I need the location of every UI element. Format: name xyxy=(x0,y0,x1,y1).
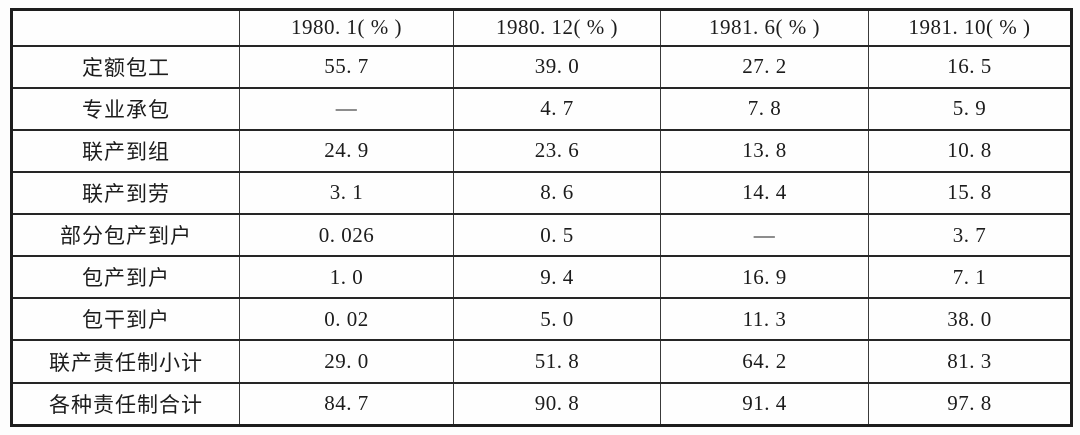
table-cell: 3. 1 xyxy=(239,170,454,216)
row-label: 联产责任制小计 xyxy=(11,339,240,384)
table-cell: 81. 3 xyxy=(868,339,1072,384)
row-label: 专业承包 xyxy=(11,86,240,131)
table-row: 包干到户 0. 02 5. 0 11. 3 38. 0 xyxy=(11,297,1072,342)
table-row: 联产到组 24. 9 23. 6 13. 8 10. 8 xyxy=(11,128,1072,173)
table-cell: 23. 6 xyxy=(453,128,661,173)
table-cell: 7. 8 xyxy=(660,86,869,131)
row-label: 各种责任制合计 xyxy=(11,381,240,427)
table-cell: 4. 7 xyxy=(453,86,661,131)
table-cell: 3. 7 xyxy=(868,213,1072,258)
corner-cell xyxy=(11,8,240,47)
table-cell: 15. 8 xyxy=(868,170,1072,216)
table-body: 定额包工 55. 7 39. 0 27. 2 16. 5 专业承包 —4. 7 7. 8 5. … xyxy=(11,44,1072,427)
table-cell: 8. 6 xyxy=(453,170,661,216)
table-cell: 90. 8 xyxy=(453,381,661,427)
table-cell: 55. 7 xyxy=(239,44,454,89)
table-cell: 27. 2 xyxy=(660,44,869,89)
table-cell: 16. 5 xyxy=(868,44,1072,89)
table-cell: 39. 0 xyxy=(453,44,661,89)
table-cell: 11. 3 xyxy=(660,297,869,342)
table-cell: 84. 7 xyxy=(239,381,454,427)
row-label: 联产到组 xyxy=(11,128,240,173)
table-cell: — xyxy=(660,213,869,258)
table-cell: 1. 0 xyxy=(239,255,454,300)
table-cell: 5. 9 xyxy=(868,86,1072,131)
table-row: 专业承包 —4. 7 7. 8 5. 9 xyxy=(11,86,1072,131)
table-cell: 0. 026 xyxy=(239,213,454,258)
table-cell: 0. 5 xyxy=(453,213,661,258)
table-row: 定额包工 55. 7 39. 0 27. 2 16. 5 xyxy=(11,44,1072,89)
table-cell: 24. 9 xyxy=(239,128,454,173)
table-cell: 64. 2 xyxy=(660,339,869,384)
table-cell: 5. 0 xyxy=(453,297,661,342)
responsibility-system-table: 1980. 1( % ) 1980. 12( % ) 1981. 6( % ) 198… xyxy=(10,8,1073,427)
table-cell: 0. 02 xyxy=(239,297,454,342)
row-label: 联产到劳 xyxy=(11,170,240,216)
table-row: 联产到劳 3. 1 8. 6 14. 4 15. 8 xyxy=(11,170,1072,216)
row-label: 定额包工 xyxy=(11,44,240,89)
column-header: 1980. 1( % ) xyxy=(239,8,454,47)
row-label: 包干到户 xyxy=(11,297,240,342)
column-header: 1980. 12( % ) xyxy=(453,8,661,47)
table-cell: 14. 4 xyxy=(660,170,869,216)
row-label: 包产到户 xyxy=(11,255,240,300)
table-row: 包产到户 1. 0 9. 4 16. 9 7. 1 xyxy=(11,255,1072,300)
table-row: 各种责任制合计 84. 7 90. 8 91. 4 97. 8 xyxy=(11,381,1072,427)
table-cell: 7. 1 xyxy=(868,255,1072,300)
table-cell: 9. 4 xyxy=(453,255,661,300)
table-cell: 91. 4 xyxy=(660,381,869,427)
table-cell: 29. 0 xyxy=(239,339,454,384)
column-header: 1981. 10( % ) xyxy=(868,8,1072,47)
table-row: 联产责任制小计 29. 0 51. 8 64. 2 81. 3 xyxy=(11,339,1072,384)
table-cell: — xyxy=(239,86,454,131)
table-cell: 10. 8 xyxy=(868,128,1072,173)
table-header-row: 1980. 1( % ) 1980. 12( % ) 1981. 6( % ) 198… xyxy=(11,8,1072,47)
table-cell: 16. 9 xyxy=(660,255,869,300)
table-row: 部分包产到户 0. 026 0. 5—3. 7 xyxy=(11,213,1072,258)
table-cell: 51. 8 xyxy=(453,339,661,384)
table-cell: 13. 8 xyxy=(660,128,869,173)
table-cell: 38. 0 xyxy=(868,297,1072,342)
column-header: 1981. 6( % ) xyxy=(660,8,869,47)
table-cell: 97. 8 xyxy=(868,381,1072,427)
row-label: 部分包产到户 xyxy=(11,213,240,258)
